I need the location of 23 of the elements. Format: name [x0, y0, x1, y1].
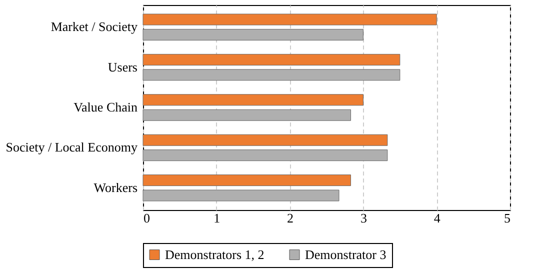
bar: [142, 190, 340, 202]
bar: [142, 69, 400, 81]
bar: [142, 94, 364, 106]
bar: [142, 109, 351, 121]
y-tick-label: Market / Society: [50, 19, 138, 34]
y-tick-label: Workers: [94, 180, 138, 195]
y-tick-label: Value Chain: [74, 100, 138, 114]
x-tick-label: 5: [504, 210, 510, 226]
x-tick-label: 2: [287, 210, 294, 226]
bar: [142, 28, 364, 40]
legend-label: Demonstrators 1, 2: [165, 246, 264, 262]
legend-label: Demonstrator 3: [305, 246, 386, 262]
x-tick-label: 4: [434, 210, 441, 226]
y-tick-label: Society / Local Economy: [6, 140, 138, 155]
bar: [142, 134, 388, 146]
x-tick-label: 1: [214, 210, 220, 226]
y-tick-label: Users: [108, 59, 138, 74]
bar: [142, 174, 351, 186]
bar: [142, 54, 400, 66]
x-tick-label: 0: [144, 210, 150, 226]
x-tick-label: 3: [360, 210, 367, 226]
bar: [142, 14, 437, 26]
bar: [142, 150, 388, 162]
